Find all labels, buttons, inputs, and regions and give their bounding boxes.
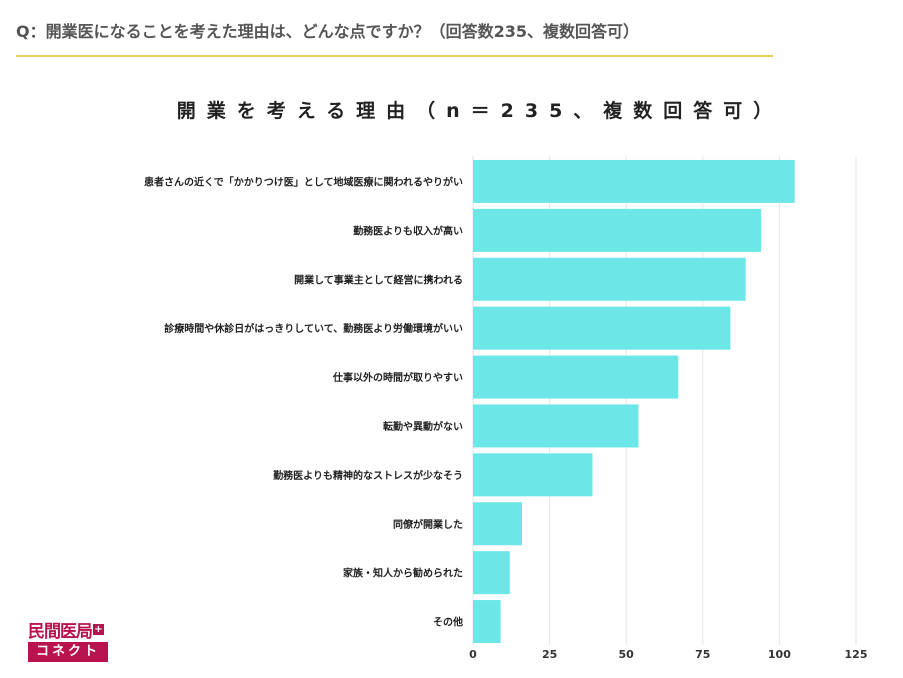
bar bbox=[473, 355, 679, 399]
minkan-ikyoku-connect-logo: 民間医局 + コネクト bbox=[28, 618, 114, 664]
x-tick-label: 50 bbox=[619, 648, 635, 661]
x-tick-label: 100 bbox=[768, 648, 791, 661]
category-label: 開業して事業主として経営に携われる bbox=[294, 273, 463, 286]
bar bbox=[473, 600, 501, 644]
category-label: 家族・知人から勧められた bbox=[343, 567, 463, 580]
x-tick-label: 0 bbox=[469, 648, 477, 661]
category-label: 患者さんの近くで「かかりつけ医」として地域医療に関われるやりがい bbox=[144, 175, 463, 188]
x-tick-label: 125 bbox=[845, 648, 868, 661]
bar bbox=[473, 404, 639, 448]
bar bbox=[473, 257, 746, 301]
category-label: 同僚が開業した bbox=[393, 518, 463, 531]
logo-subtitle: コネクト bbox=[28, 642, 108, 662]
category-label: 勤務医よりも精神的なストレスが少なそう bbox=[273, 469, 463, 482]
bar bbox=[473, 306, 731, 350]
category-label: 転勤や異動がない bbox=[383, 420, 463, 433]
bar bbox=[473, 502, 523, 546]
bar bbox=[473, 159, 795, 203]
chart-title: 開業を考える理由（n＝235、複数回答可） bbox=[176, 100, 784, 122]
category-label: その他 bbox=[433, 616, 463, 629]
header-divider bbox=[16, 55, 773, 57]
bar bbox=[473, 208, 762, 252]
bar bbox=[473, 453, 593, 497]
logo-wordmark: 民間医局 bbox=[28, 621, 93, 642]
bar bbox=[473, 551, 510, 595]
x-tick-label: 25 bbox=[542, 648, 557, 661]
category-label: 仕事以外の時間が取りやすい bbox=[332, 371, 463, 384]
question-heading: Q：開業医になることを考えた理由は、どんな点ですか？（回答数235、複数回答可） bbox=[16, 22, 640, 41]
category-label: 診療時間や休診日がはっきりしていて、勤務医より労働環境がいい bbox=[164, 322, 463, 335]
x-tick-label: 75 bbox=[695, 648, 710, 661]
medical-plus-icon: + bbox=[93, 623, 104, 635]
category-label: 勤務医よりも収入が高い bbox=[353, 224, 463, 237]
